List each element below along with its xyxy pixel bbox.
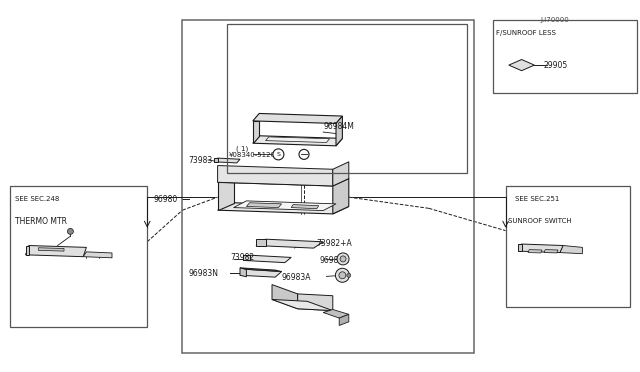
Circle shape — [273, 149, 284, 160]
Polygon shape — [218, 166, 333, 186]
Polygon shape — [336, 116, 342, 146]
Text: J.I70000: J.I70000 — [541, 17, 570, 23]
Polygon shape — [243, 255, 291, 263]
Bar — [227, 24, 467, 173]
Circle shape — [339, 272, 346, 279]
Polygon shape — [83, 252, 112, 258]
Text: 96984M: 96984M — [323, 122, 354, 131]
Circle shape — [337, 253, 349, 265]
Polygon shape — [518, 244, 522, 251]
Polygon shape — [323, 310, 349, 318]
Polygon shape — [253, 113, 342, 124]
Text: 73982: 73982 — [230, 253, 255, 262]
Polygon shape — [528, 250, 542, 253]
Text: S: S — [276, 152, 280, 157]
Polygon shape — [214, 158, 240, 163]
Text: 29905: 29905 — [544, 61, 568, 70]
Polygon shape — [234, 201, 336, 211]
Polygon shape — [518, 244, 563, 253]
Circle shape — [340, 256, 346, 262]
Text: 96983N: 96983N — [189, 269, 219, 278]
Polygon shape — [218, 175, 349, 186]
Bar — [182, 20, 474, 353]
Circle shape — [347, 273, 351, 277]
Text: 96983A: 96983A — [282, 273, 311, 282]
Text: SEE SEC.251: SEE SEC.251 — [515, 196, 559, 202]
Polygon shape — [256, 239, 266, 246]
Text: 96983A: 96983A — [320, 256, 349, 265]
Text: 73983: 73983 — [189, 156, 213, 165]
Polygon shape — [218, 182, 234, 210]
Polygon shape — [544, 250, 558, 253]
Text: 96980: 96980 — [154, 195, 178, 203]
Bar — [506, 186, 630, 307]
Bar — [493, 20, 637, 93]
Polygon shape — [243, 255, 250, 260]
Text: THERMO MTR: THERMO MTR — [15, 217, 67, 226]
Polygon shape — [333, 179, 349, 214]
Polygon shape — [298, 294, 333, 311]
Text: SUNROOF SWITCH: SUNROOF SWITCH — [508, 218, 571, 224]
Polygon shape — [26, 246, 29, 255]
Polygon shape — [253, 121, 259, 143]
Bar — [10, 186, 147, 327]
Polygon shape — [38, 248, 64, 251]
Text: ( 1): ( 1) — [236, 145, 248, 152]
Polygon shape — [509, 60, 534, 71]
Polygon shape — [291, 205, 319, 209]
Polygon shape — [240, 268, 282, 272]
Polygon shape — [246, 203, 282, 208]
Polygon shape — [560, 246, 582, 254]
Text: ¥08340-51208: ¥08340-51208 — [229, 152, 280, 158]
Polygon shape — [272, 285, 298, 309]
Text: F/SUNROOF LESS: F/SUNROOF LESS — [496, 30, 556, 36]
Polygon shape — [339, 314, 349, 326]
Text: SEE SEC.248: SEE SEC.248 — [15, 196, 59, 202]
Circle shape — [67, 228, 74, 234]
Polygon shape — [240, 269, 282, 277]
Polygon shape — [272, 299, 333, 311]
Circle shape — [299, 150, 309, 159]
Polygon shape — [253, 136, 342, 146]
Polygon shape — [333, 162, 349, 186]
Text: 73982+A: 73982+A — [317, 239, 353, 248]
Polygon shape — [214, 158, 218, 162]
Circle shape — [335, 268, 349, 282]
Polygon shape — [266, 137, 330, 142]
Polygon shape — [240, 268, 246, 277]
Polygon shape — [256, 239, 323, 248]
Polygon shape — [218, 203, 349, 214]
Polygon shape — [26, 246, 86, 257]
